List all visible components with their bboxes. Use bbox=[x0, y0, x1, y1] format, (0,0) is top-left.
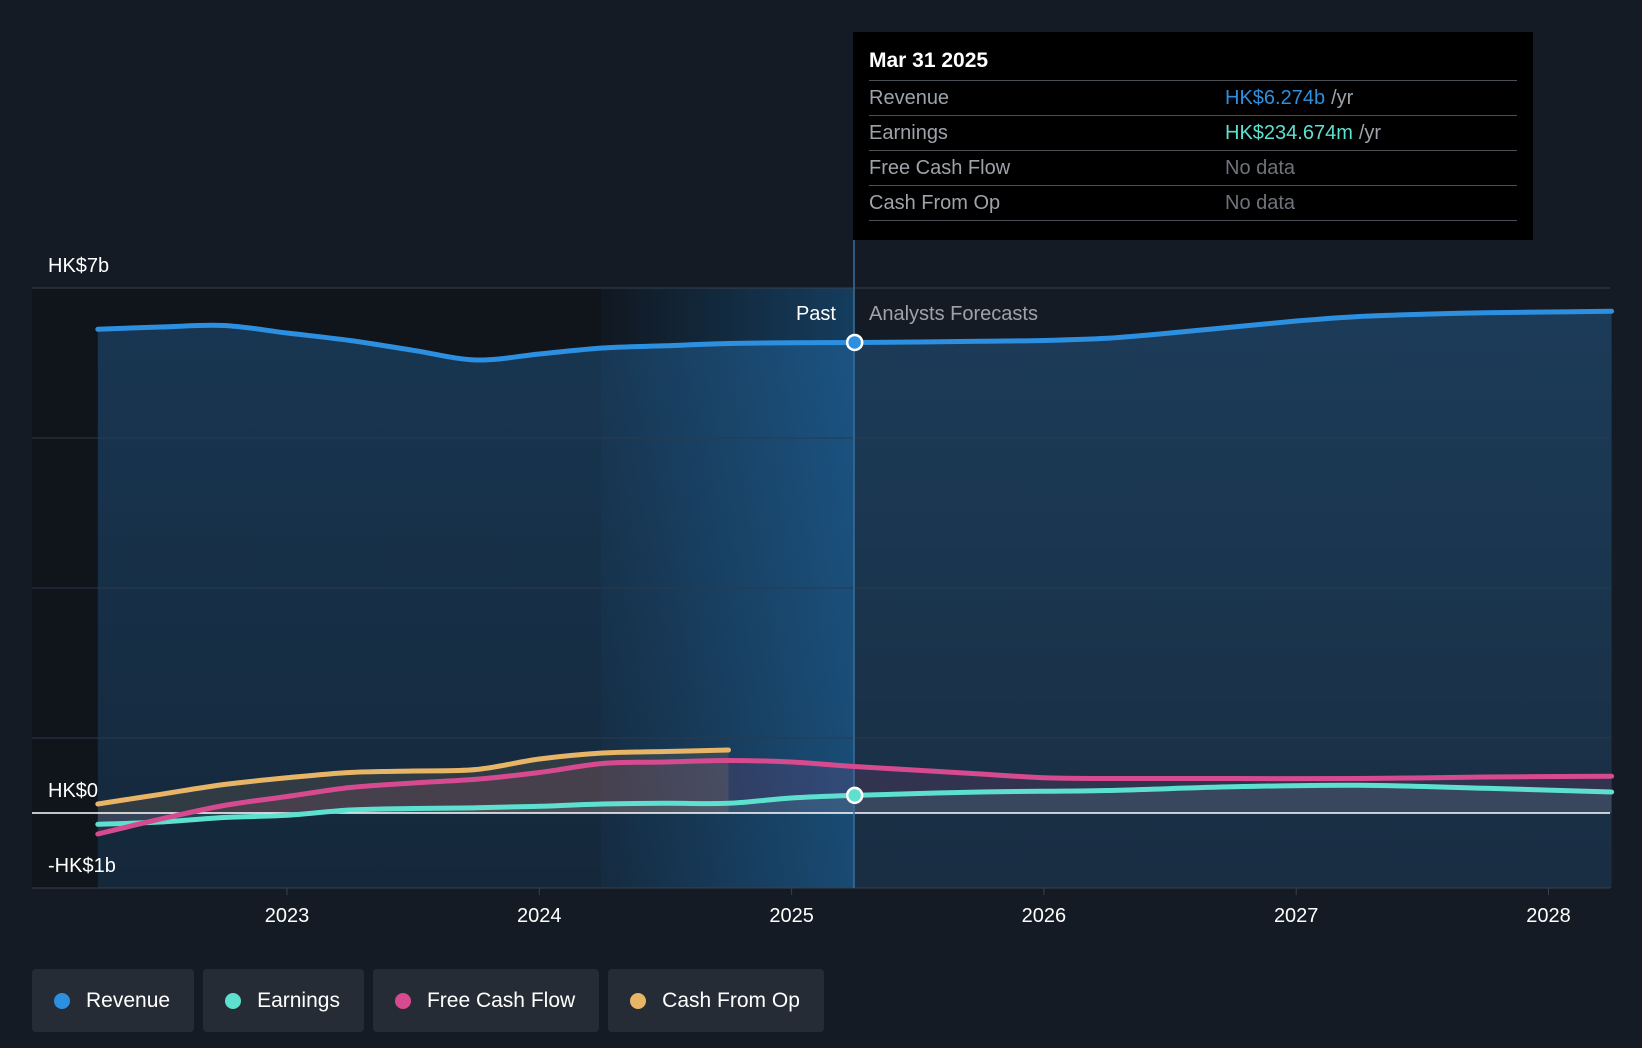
tooltip-row: Cash From Op No data bbox=[869, 185, 1517, 221]
revenue-marker bbox=[845, 333, 864, 352]
cash-from-op-line bbox=[95, 747, 731, 807]
legend-label: Cash From Op bbox=[662, 988, 800, 1012]
series-markers bbox=[845, 333, 864, 805]
tooltip-row-name: Revenue bbox=[869, 87, 950, 109]
tooltip-row: Earnings HK$234.674m/yr bbox=[869, 115, 1517, 150]
past-label: Past bbox=[796, 303, 836, 325]
legend-item-free-cash-flow[interactable]: Free Cash Flow bbox=[372, 969, 600, 1032]
legend-label: Earnings bbox=[257, 988, 340, 1012]
x-tick-label: 2025 bbox=[769, 905, 814, 927]
forecast-label: Analysts Forecasts bbox=[869, 303, 1038, 325]
tooltip-row-value: No data bbox=[1225, 157, 1296, 179]
tooltip-row-name: Cash From Op bbox=[869, 192, 1001, 214]
legend-item-cash-from-op[interactable]: Cash From Op bbox=[608, 969, 824, 1032]
legend-dot-icon bbox=[630, 992, 647, 1009]
earnings-line bbox=[95, 782, 1615, 827]
tooltip-date: Mar 31 2025 bbox=[869, 49, 989, 72]
free-cash-flow-line bbox=[95, 758, 1615, 837]
tooltip-row-name: Free Cash Flow bbox=[869, 157, 1011, 179]
y-label-bottom: -HK$1b bbox=[48, 855, 116, 877]
legend-item-earnings[interactable]: Earnings bbox=[203, 969, 364, 1032]
legend: Revenue Earnings Free Cash Flow Cash From O… bbox=[32, 969, 824, 1032]
tooltip-row-value: HK$234.674m bbox=[1225, 122, 1353, 144]
tooltip-row-unit: /yr bbox=[1358, 122, 1382, 144]
tooltip-row-value: HK$6.274b bbox=[1225, 87, 1326, 109]
grid-lines bbox=[32, 287, 1610, 889]
tooltip-row-unit: /yr bbox=[1331, 87, 1354, 109]
legend-dot-icon bbox=[394, 992, 411, 1009]
x-tick-label: 2024 bbox=[517, 905, 562, 927]
x-tick-label: 2027 bbox=[1274, 905, 1319, 927]
tooltip: Mar 31 2025 Revenue HK$6.274b/yr Earnings H… bbox=[853, 32, 1533, 240]
x-axis: 2023 2024 2025 2026 2027 2028 bbox=[265, 888, 1571, 927]
legend-label: Revenue bbox=[86, 988, 171, 1012]
legend-label: Free Cash Flow bbox=[426, 988, 576, 1012]
tooltip-row: Revenue HK$6.274b/yr bbox=[869, 80, 1517, 115]
legend-dot-icon bbox=[225, 992, 242, 1009]
tooltip-row: Free Cash Flow No data bbox=[869, 150, 1517, 185]
tooltip-row-value: No data bbox=[1225, 192, 1296, 214]
tooltip-row-name: Earnings bbox=[869, 122, 948, 144]
y-label-top: HK$7b bbox=[48, 255, 109, 277]
x-tick-label: 2023 bbox=[265, 905, 310, 927]
legend-dot-icon bbox=[54, 992, 70, 1009]
legend-item-revenue[interactable]: Revenue bbox=[32, 969, 195, 1032]
x-tick-label: 2028 bbox=[1526, 905, 1571, 927]
y-label-zero: HK$0 bbox=[48, 780, 98, 802]
x-tick-label: 2026 bbox=[1022, 905, 1067, 927]
earnings-marker bbox=[845, 786, 864, 805]
